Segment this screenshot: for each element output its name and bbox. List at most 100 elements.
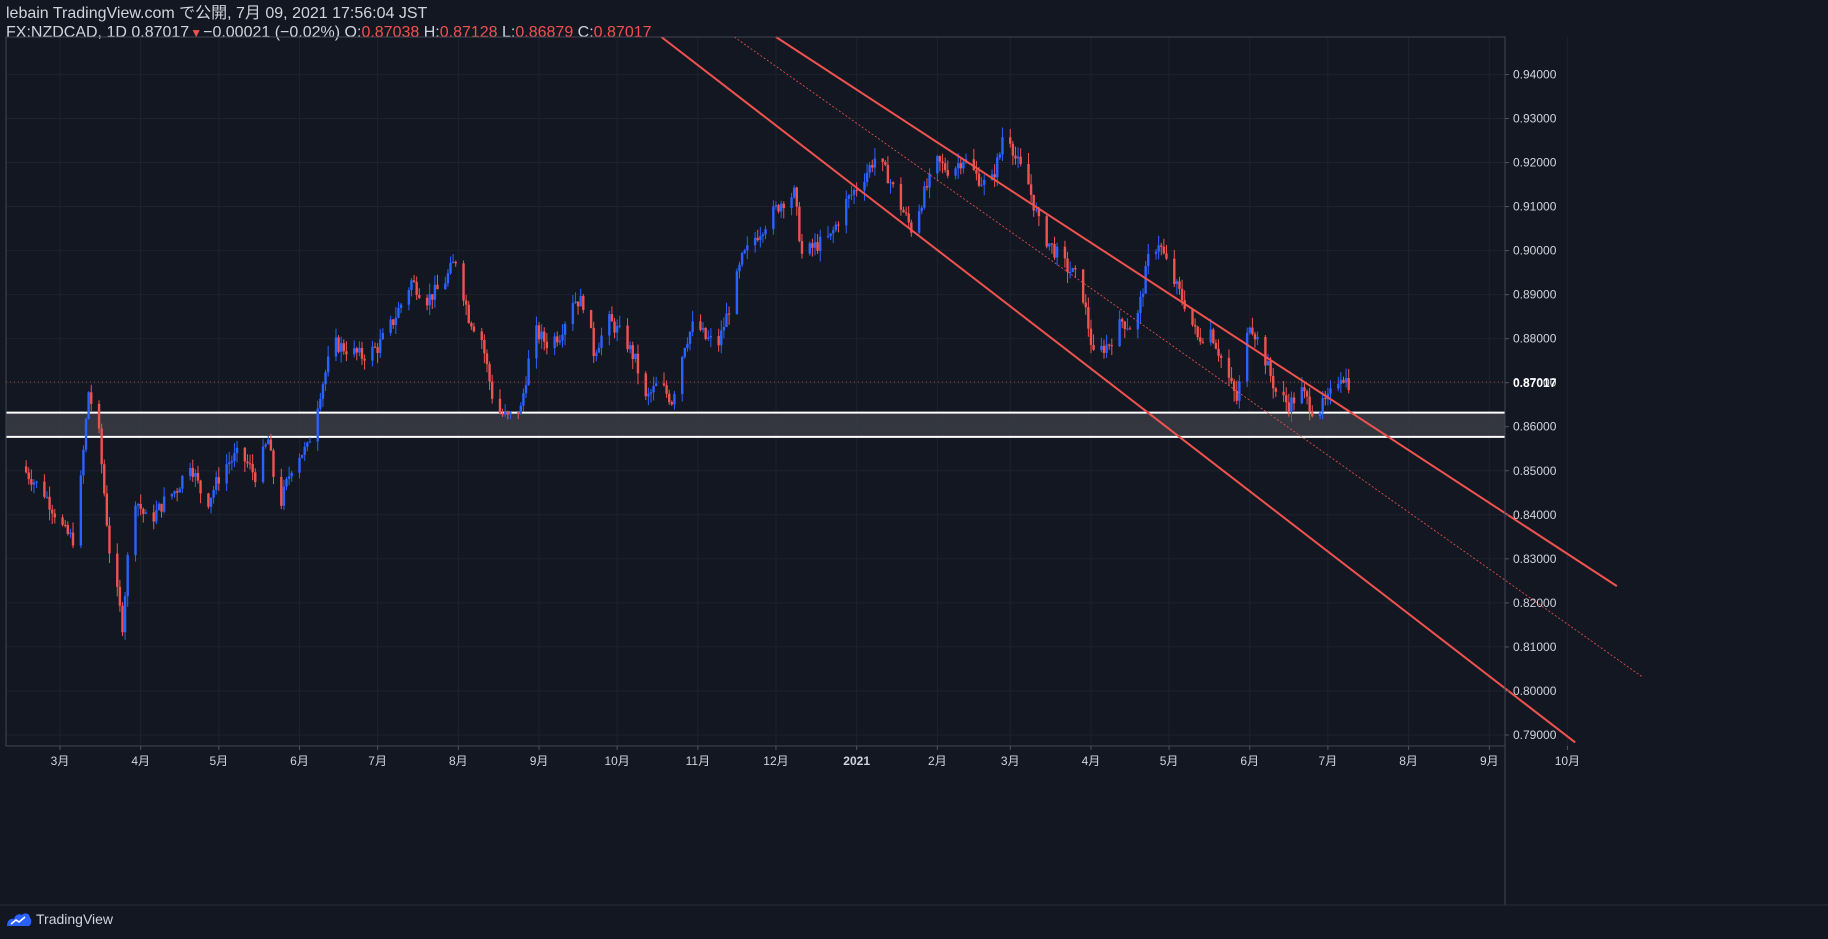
candle-up [983,180,986,185]
candle-down [1011,143,1015,156]
y-tick-label: 0.79000 [1513,728,1557,742]
candle-down [61,517,64,525]
candle-down [902,209,905,213]
candle-down [248,463,252,465]
candle-up [155,510,158,522]
candle-up [735,271,739,315]
y-tick-label: 0.93000 [1513,111,1557,125]
candle-down [1287,402,1291,413]
candle-up [290,472,293,477]
candle-up [79,475,83,546]
candle-down [1227,357,1231,378]
candle-up [962,161,965,169]
y-tick-label: 0.81000 [1513,640,1557,654]
candle-down [1019,156,1022,164]
candle-up [1339,379,1343,384]
candle-up [1100,345,1103,350]
candle-up [212,489,215,498]
candle-up [998,154,1002,158]
candle-down [1074,268,1077,270]
candle-up [540,331,543,340]
candle-up [87,392,90,420]
chart-grid [6,37,1568,746]
candle-down [498,398,502,414]
candle-down [196,472,200,481]
price-axis[interactable]: 0.94000 0.93000 0.92000 0.91000 0.90000 0.890… [6,67,1557,742]
candle-down [1050,243,1054,245]
candle-down [891,182,895,185]
candle-down [1191,309,1194,325]
candle-up [553,336,556,349]
candle-up [215,477,218,490]
candle-down [412,280,416,282]
candle-up [134,505,137,556]
candle-down [199,480,202,494]
candle-down [100,428,103,465]
candle-down [24,466,28,473]
x-tick-label: 8月 [1399,754,1418,768]
candle-down [1162,246,1166,254]
candle-up [321,384,325,399]
candle-up [397,307,400,318]
candle-up [850,194,853,196]
candle-down [108,525,111,554]
candle-up [444,283,447,290]
candle-up [558,340,562,343]
candle-down [1272,375,1275,389]
candle-down [1128,328,1132,330]
candle-down [886,164,890,184]
candle-down [360,347,364,359]
candle-up [1238,381,1241,401]
candle-up [691,321,694,332]
candle-down [373,346,377,348]
candle-up [503,411,507,415]
candle-down [1009,137,1012,144]
y-tick-label: 0.86000 [1513,420,1557,434]
candle-up [628,345,632,350]
candle-down [272,450,275,477]
time-axis[interactable]: 3月 4月 5月 6月 7月 8月 9月 10月 11月 12月 2021 2月 3月 4月 5月 6月 7月 8… [51,746,1580,768]
candle-up [194,472,197,477]
candle-up [792,187,796,198]
candle-up [889,182,892,184]
candle-up [600,335,603,348]
candle-up [1175,281,1179,285]
candle-up [865,172,869,182]
candle-up [1318,412,1322,417]
candle-up [761,234,765,236]
candle-up [527,358,530,385]
x-tick-label: 10月 [1555,754,1580,768]
candle-down [464,300,468,305]
candle-up [1048,243,1051,247]
channel-lower-line [660,36,1576,744]
candle-down [480,331,483,341]
candle-up [819,236,822,251]
candle-up [868,165,871,173]
candle-up [652,385,655,393]
descending-channel[interactable] [660,36,1644,744]
candle-up [233,453,236,462]
candle-up [707,337,710,339]
candle-up [834,224,838,231]
candle-down [243,447,247,462]
candle-down [1311,412,1314,417]
candle-up [126,555,129,597]
candle-up [688,331,692,344]
candle-down [576,301,580,307]
candle-up [759,235,762,241]
candle-down [592,328,595,357]
candle-up [746,245,749,251]
candle-down [631,345,634,360]
support-zone[interactable] [6,411,1505,438]
candle-down [1303,387,1306,392]
candle-down [1219,355,1223,358]
candle-down [355,348,358,353]
candle-up [509,412,512,415]
candle-up [743,250,746,253]
candle-up [923,186,926,208]
candle-up [1337,383,1340,389]
brand[interactable]: TradingView [6,911,113,927]
candle-up [683,348,687,357]
candle-down [1292,397,1296,404]
